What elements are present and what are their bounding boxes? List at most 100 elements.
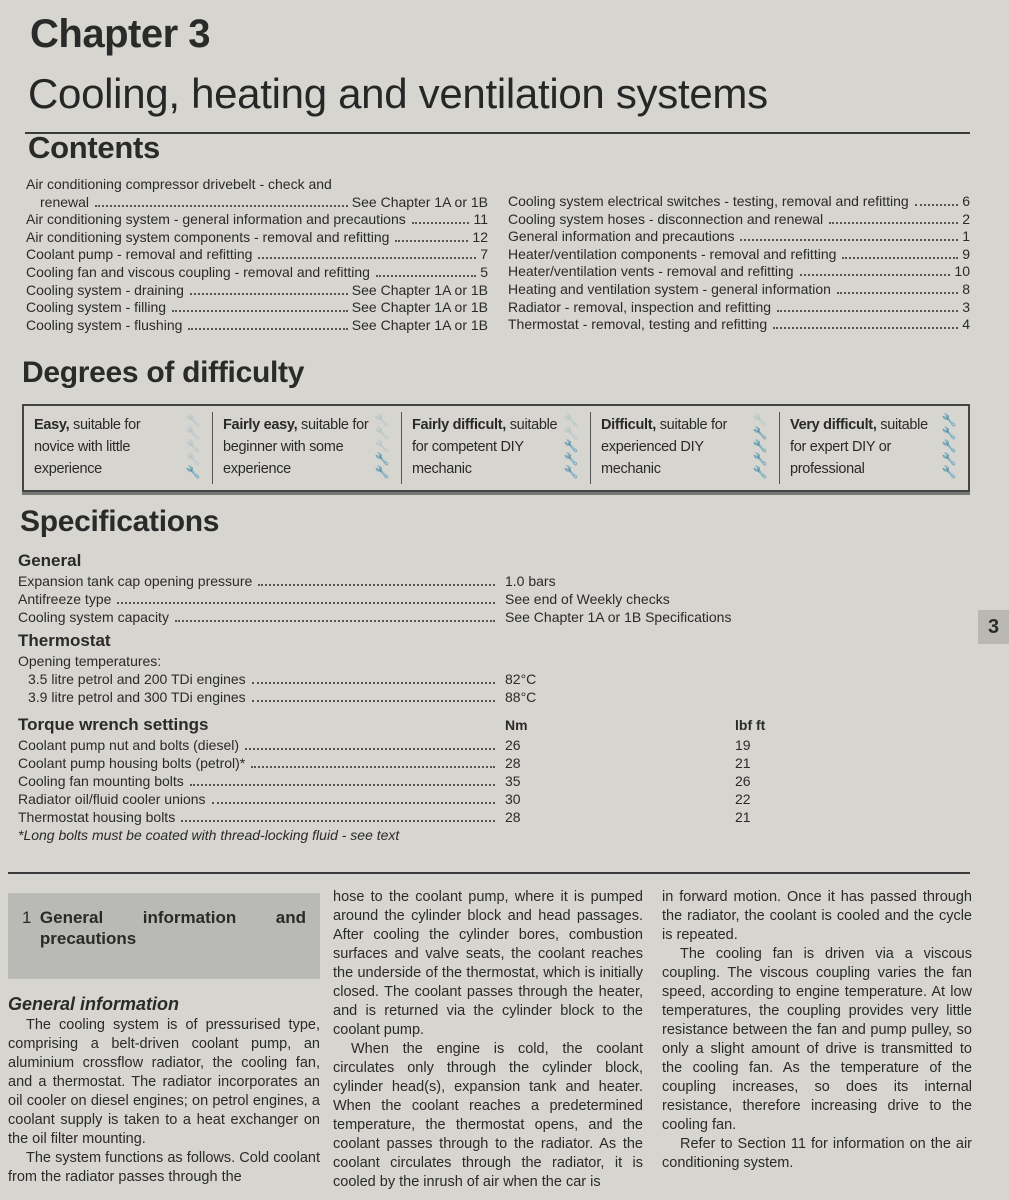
- dot-leader: [258, 584, 495, 586]
- toc-item[interactable]: Radiator - removal, inspection and refit…: [508, 299, 970, 317]
- toc-item[interactable]: Cooling system hoses - disconnection and…: [508, 211, 970, 229]
- toc-item[interactable]: Coolant pump - removal and refitting 7: [26, 246, 488, 264]
- dot-leader: [740, 239, 959, 242]
- spec-value: 21: [735, 809, 751, 825]
- toc-item[interactable]: General information and precautions 1: [508, 228, 970, 246]
- difficulty-name: Fairly easy,: [223, 417, 298, 433]
- toc-ref: 4: [962, 316, 970, 333]
- spec-label: Antifreeze type: [18, 591, 112, 607]
- spanner-rating-icon: 🔧 🔧 🔧 🔧 🔧: [941, 413, 957, 479]
- toc-ref: See Chapter 1A or 1B: [351, 193, 488, 210]
- nm-column-header: Nm: [505, 717, 528, 733]
- paragraph: The cooling system is of pressurised typ…: [8, 1017, 320, 1147]
- toc-label: Cooling system - draining: [26, 281, 184, 298]
- toc-item[interactable]: Heater/ventilation components - removal …: [508, 246, 970, 264]
- chapter-title: Cooling, heating and ventilation systems: [28, 70, 768, 117]
- difficulty-description: suitable for expert DIY or professional: [790, 417, 928, 477]
- difficulty-name: Difficult,: [601, 417, 656, 433]
- toc-label: General information and precautions: [508, 228, 735, 245]
- toc-ref: 3: [962, 298, 970, 315]
- toc-label: Cooling fan and viscous coupling - remov…: [26, 263, 370, 280]
- spec-value: 88°C: [505, 689, 537, 705]
- toc-label: Heater/ventilation components - removal …: [508, 245, 837, 262]
- torque-note: *Long bolts must be coated with thread-l…: [18, 827, 400, 843]
- toc-item[interactable]: Air conditioning system - general inform…: [26, 211, 488, 229]
- divider: [25, 132, 970, 134]
- difficulty-level: Very difficult, suitable for expert DIY …: [780, 412, 968, 484]
- spec-row: Cooling fan mounting bolts 35 26: [18, 772, 978, 790]
- spec-value: 21: [735, 755, 751, 771]
- dot-leader: [189, 292, 348, 295]
- contents-left: Air conditioning compressor drivebelt - …: [26, 176, 488, 334]
- dot-leader: [829, 221, 959, 224]
- toc-item[interactable]: Air conditioning system components - rem…: [26, 229, 488, 247]
- toc-item[interactable]: Cooling system electrical switches - tes…: [508, 193, 970, 211]
- toc-label: Heater/ventilation vents - removal and r…: [508, 263, 794, 280]
- contents-right: Cooling system electrical switches - tes…: [508, 193, 970, 334]
- spec-value: 30: [505, 791, 521, 807]
- spec-value: See end of Weekly checks: [505, 591, 670, 607]
- toc-item[interactable]: Heating and ventilation system - general…: [508, 281, 970, 299]
- difficulty-description: suitable for competent DIY mechanic: [412, 417, 558, 477]
- toc-item[interactable]: Cooling system - filling See Chapter 1A o…: [26, 299, 488, 317]
- paragraph: hose to the coolant pump, where it is pu…: [333, 889, 643, 1038]
- paragraph: When the engine is cold, the coolant cir…: [333, 1041, 643, 1190]
- toc-item[interactable]: Cooling system - flushing See Chapter 1A …: [26, 317, 488, 335]
- spec-row: Coolant pump housing bolts (petrol)* 28 21: [18, 754, 978, 772]
- dot-leader: [411, 222, 470, 225]
- toc-label: Cooling system hoses - disconnection and…: [508, 210, 824, 227]
- spec-row: Coolant pump nut and bolts (diesel) 26 19: [18, 736, 978, 754]
- toc-label: Thermostat - removal, testing and refitt…: [508, 316, 768, 333]
- dot-leader: [375, 274, 477, 277]
- toc-label: Air conditioning system - general inform…: [26, 211, 406, 228]
- spec-row: Thermostat housing bolts 28 21: [18, 808, 978, 826]
- dot-leader: [181, 820, 495, 822]
- toc-item[interactable]: renewal See Chapter 1A or 1B: [26, 194, 488, 212]
- dot-leader: [258, 257, 477, 260]
- spec-row: 3.9 litre petrol and 300 TDi engines 88°C: [28, 688, 978, 706]
- toc-ref: See Chapter 1A or 1B: [351, 299, 488, 316]
- difficulty-level: Easy, suitable for novice with little ex…: [24, 412, 213, 484]
- difficulty-name: Easy,: [34, 417, 70, 433]
- dot-leader: [799, 274, 951, 277]
- toc-ref: 10: [954, 263, 970, 280]
- toc-ref: 8: [962, 280, 970, 297]
- general-heading: General: [18, 551, 82, 570]
- dot-leader: [395, 239, 469, 242]
- specifications: General Expansion tank cap opening press…: [18, 548, 978, 844]
- toc-label: renewal: [40, 193, 90, 210]
- spec-label: Radiator oil/fluid cooler unions: [18, 791, 206, 807]
- body-column-3: in forward motion. Once it has passed th…: [662, 888, 972, 1173]
- difficulty-name: Very difficult,: [790, 417, 877, 433]
- difficulty-table: Easy, suitable for novice with little ex…: [22, 404, 970, 492]
- spec-label: Thermostat housing bolts: [18, 809, 176, 825]
- spec-label: Cooling system capacity: [18, 609, 169, 625]
- toc-ref: 5: [480, 263, 488, 280]
- toc-item[interactable]: Cooling fan and viscous coupling - remov…: [26, 264, 488, 282]
- toc-label: Cooling system - filling: [26, 299, 167, 316]
- spec-label: Expansion tank cap opening pressure: [18, 573, 253, 589]
- toc-label: Heating and ventilation system - general…: [508, 280, 831, 297]
- spec-label: 3.5 litre petrol and 200 TDi engines: [28, 671, 246, 687]
- toc-item[interactable]: Heater/ventilation vents - removal and r…: [508, 263, 970, 281]
- spec-row: 3.5 litre petrol and 200 TDi engines 82°C: [28, 670, 978, 688]
- dot-leader: [117, 602, 495, 604]
- toc-item[interactable]: Thermostat - removal, testing and refitt…: [508, 316, 970, 334]
- spec-label: Coolant pump housing bolts (petrol)*: [18, 755, 246, 771]
- section-title: General information and precautions: [39, 908, 306, 948]
- paragraph: in forward motion. Once it has passed th…: [662, 889, 972, 943]
- toc-item[interactable]: Cooling system - draining See Chapter 1A …: [26, 282, 488, 300]
- dot-leader: [172, 310, 348, 313]
- toc-label: Coolant pump - removal and refitting: [26, 246, 253, 263]
- spec-label: 3.9 litre petrol and 300 TDi engines: [28, 689, 246, 705]
- toc-item[interactable]: Air conditioning compressor drivebelt - …: [26, 176, 488, 194]
- difficulty-description: suitable for beginner with some experien…: [223, 417, 369, 477]
- dot-leader: [174, 620, 495, 622]
- paragraph: The system functions as follows. Cold co…: [8, 1150, 320, 1185]
- dot-leader: [777, 309, 959, 312]
- torque-heading: Torque wrench settings: [18, 715, 209, 734]
- spanner-rating-icon: 🔧 🔧 🔧 🔧 🔧: [185, 413, 201, 479]
- spec-row: Radiator oil/fluid cooler unions 30 22: [18, 790, 978, 808]
- spec-row: Cooling system capacity See Chapter 1A or…: [18, 608, 978, 626]
- body-column-2: hose to the coolant pump, where it is pu…: [333, 888, 643, 1192]
